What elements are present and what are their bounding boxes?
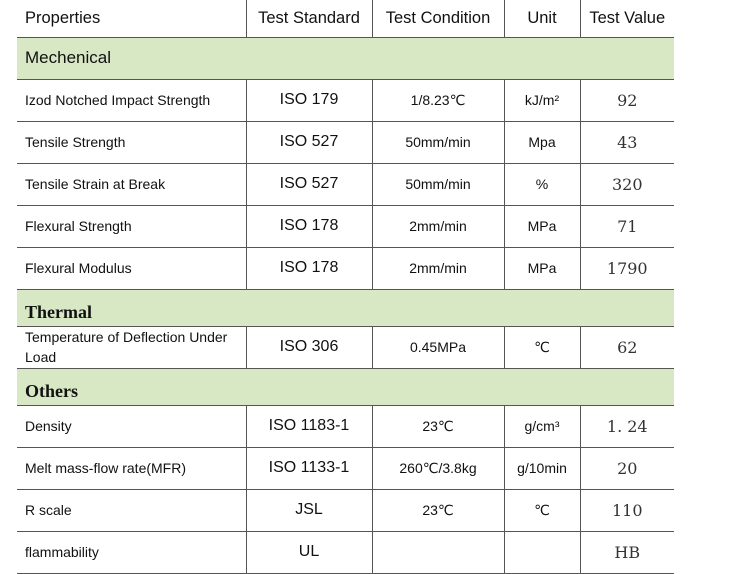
value-cell: HB bbox=[579, 531, 674, 574]
section-title-mechanical: Mechenical bbox=[17, 37, 674, 80]
table-row: Tensile Strain at Break ISO 527 50mm/min… bbox=[17, 163, 674, 206]
unit-cell: g/cm³ bbox=[503, 405, 580, 448]
condition-cell: 0.45MPa bbox=[371, 326, 504, 369]
standard-cell: ISO 527 bbox=[245, 163, 372, 206]
unit-cell: Mpa bbox=[503, 121, 580, 164]
value-cell: 43 bbox=[579, 121, 674, 164]
header-test-condition: Test Condition bbox=[371, 0, 504, 38]
value-cell: 62 bbox=[579, 326, 674, 369]
table-row: Tensile Strength ISO 527 50mm/min Mpa 43 bbox=[17, 121, 674, 164]
header-unit: Unit bbox=[503, 0, 580, 38]
unit-cell: kJ/m² bbox=[503, 79, 580, 122]
unit-cell: ℃ bbox=[503, 489, 580, 532]
section-row-others: Others bbox=[17, 368, 674, 406]
property-cell: flammability bbox=[17, 531, 246, 574]
condition-cell: 2mm/min bbox=[371, 205, 504, 248]
unit-cell: % bbox=[503, 163, 580, 206]
section-title-thermal: Thermal bbox=[17, 289, 674, 327]
table-row: Flexural Strength ISO 178 2mm/min MPa 71 bbox=[17, 205, 674, 248]
standard-cell: ISO 178 bbox=[245, 205, 372, 248]
property-cell: Flexural Modulus bbox=[17, 247, 246, 290]
value-cell: 20 bbox=[579, 447, 674, 490]
header-properties: Properties bbox=[17, 0, 246, 38]
standard-cell: ISO 527 bbox=[245, 121, 372, 164]
unit-cell: MPa bbox=[503, 247, 580, 290]
standard-cell: UL bbox=[245, 531, 372, 574]
table-row: Density ISO 1183-1 23℃ g/cm³ 1. 24 bbox=[17, 405, 674, 448]
value-cell: 320 bbox=[579, 163, 674, 206]
property-cell: Tensile Strain at Break bbox=[17, 163, 246, 206]
table-row: Temperature of Deflection Under Load ISO… bbox=[17, 326, 674, 369]
table-row: R scale JSL 23℃ ℃ 110 bbox=[17, 489, 674, 532]
section-row-mechanical: Mechenical bbox=[17, 37, 674, 80]
table-row: Flexural Modulus ISO 178 2mm/min MPa 179… bbox=[17, 247, 674, 290]
header-row: Properties Test Standard Test Condition … bbox=[17, 0, 674, 38]
property-cell: Izod Notched Impact Strength bbox=[17, 79, 246, 122]
standard-cell: ISO 1133-1 bbox=[245, 447, 372, 490]
unit-cell bbox=[503, 531, 580, 574]
value-cell: 1. 24 bbox=[579, 405, 674, 448]
section-row-thermal: Thermal bbox=[17, 289, 674, 327]
table-row: Melt mass-flow rate(MFR) ISO 1133-1 260℃… bbox=[17, 447, 674, 490]
standard-cell: JSL bbox=[245, 489, 372, 532]
standard-cell: ISO 179 bbox=[245, 79, 372, 122]
condition-cell: 2mm/min bbox=[371, 247, 504, 290]
table-row: Izod Notched Impact Strength ISO 179 1/8… bbox=[17, 79, 674, 122]
header-test-standard: Test Standard bbox=[245, 0, 372, 38]
standard-cell: ISO 1183-1 bbox=[245, 405, 372, 448]
condition-cell: 23℃ bbox=[371, 489, 504, 532]
unit-cell: g/10min bbox=[503, 447, 580, 490]
property-cell: R scale bbox=[17, 489, 246, 532]
condition-cell bbox=[371, 531, 504, 574]
section-title-others: Others bbox=[17, 368, 674, 406]
condition-cell: 50mm/min bbox=[371, 121, 504, 164]
value-cell: 92 bbox=[579, 79, 674, 122]
property-cell: Melt mass-flow rate(MFR) bbox=[17, 447, 246, 490]
condition-cell: 50mm/min bbox=[371, 163, 504, 206]
table-row: flammability UL HB bbox=[17, 531, 674, 574]
standard-cell: ISO 178 bbox=[245, 247, 372, 290]
property-cell: Flexural Strength bbox=[17, 205, 246, 248]
value-cell: 71 bbox=[579, 205, 674, 248]
standard-cell: ISO 306 bbox=[245, 326, 372, 369]
header-test-value: Test Value bbox=[579, 0, 674, 38]
property-cell: Temperature of Deflection Under Load bbox=[17, 326, 246, 369]
value-cell: 110 bbox=[579, 489, 674, 532]
condition-cell: 1/8.23℃ bbox=[371, 79, 504, 122]
property-cell: Density bbox=[17, 405, 246, 448]
properties-table: Properties Test Standard Test Condition … bbox=[17, 0, 674, 574]
unit-cell: MPa bbox=[503, 205, 580, 248]
condition-cell: 23℃ bbox=[371, 405, 504, 448]
unit-cell: ℃ bbox=[503, 326, 580, 369]
value-cell: 1790 bbox=[579, 247, 674, 290]
condition-cell: 260℃/3.8kg bbox=[371, 447, 504, 490]
property-cell: Tensile Strength bbox=[17, 121, 246, 164]
